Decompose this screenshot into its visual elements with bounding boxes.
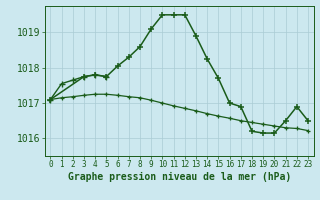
X-axis label: Graphe pression niveau de la mer (hPa): Graphe pression niveau de la mer (hPa) xyxy=(68,172,291,182)
